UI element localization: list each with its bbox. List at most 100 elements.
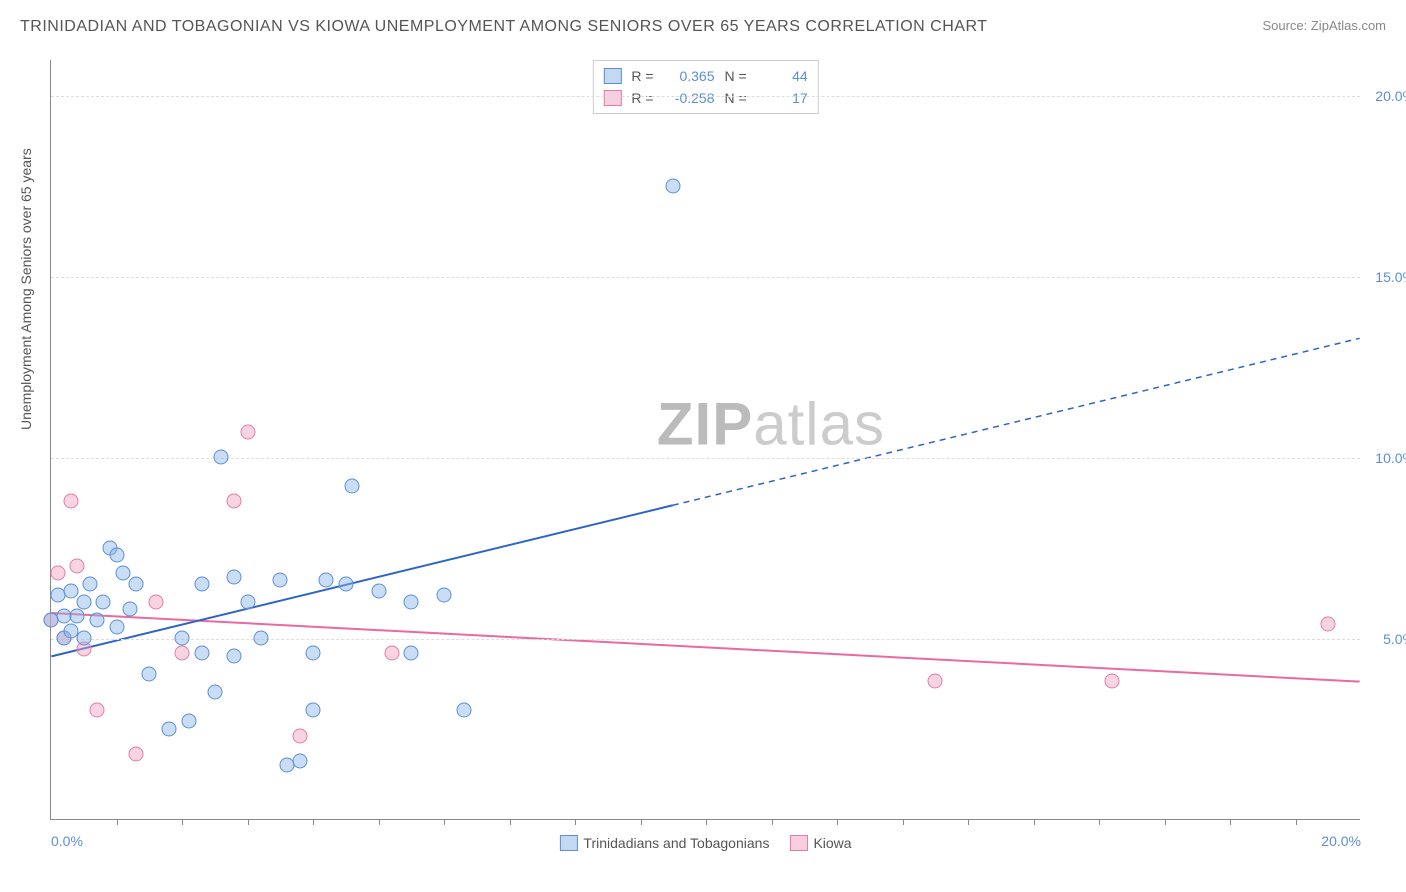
- legend-item-pink: Kiowa: [789, 835, 851, 851]
- data-point-blue: [338, 576, 353, 591]
- y-tick-label: 15.0%: [1365, 269, 1406, 285]
- x-tick-label: 20.0%: [1321, 833, 1361, 849]
- x-tick-mark: [1296, 819, 1297, 825]
- n-label-2: N =: [725, 87, 747, 109]
- x-tick-mark: [1230, 819, 1231, 825]
- gridline: [51, 458, 1360, 459]
- data-point-blue: [306, 645, 321, 660]
- y-axis-title: Unemployment Among Seniors over 65 years: [18, 148, 34, 430]
- x-tick-mark: [772, 819, 773, 825]
- x-tick-mark: [117, 819, 118, 825]
- stats-row-blue: R = 0.365 N = 44: [603, 65, 807, 87]
- data-point-blue: [319, 573, 334, 588]
- data-point-blue: [70, 609, 85, 624]
- data-point-pink: [292, 728, 307, 743]
- data-point-blue: [345, 479, 360, 494]
- data-point-pink: [89, 703, 104, 718]
- trend-lines: [51, 60, 1360, 819]
- data-point-blue: [306, 703, 321, 718]
- gridline: [51, 277, 1360, 278]
- data-point-blue: [437, 587, 452, 602]
- y-tick-label: 5.0%: [1365, 631, 1406, 647]
- y-tick-label: 20.0%: [1365, 88, 1406, 104]
- x-tick-mark: [968, 819, 969, 825]
- data-point-blue: [89, 612, 104, 627]
- x-tick-mark: [510, 819, 511, 825]
- x-tick-mark: [837, 819, 838, 825]
- legend-label-blue: Trinidadians and Tobagonians: [583, 835, 769, 851]
- data-point-blue: [109, 547, 124, 562]
- bottom-legend: Trinidadians and Tobagonians Kiowa: [559, 835, 851, 851]
- data-point-blue: [404, 594, 419, 609]
- x-tick-mark: [248, 819, 249, 825]
- data-point-blue: [63, 584, 78, 599]
- x-tick-mark: [706, 819, 707, 825]
- data-point-pink: [129, 746, 144, 761]
- data-point-pink: [240, 424, 255, 439]
- x-tick-mark: [379, 819, 380, 825]
- stats-row-pink: R = -0.258 N = 17: [603, 87, 807, 109]
- n-value-pink: 17: [753, 87, 808, 109]
- data-point-blue: [666, 178, 681, 193]
- data-point-blue: [76, 594, 91, 609]
- r-value-pink: -0.258: [660, 87, 715, 109]
- r-label-2: R =: [631, 87, 653, 109]
- n-value-blue: 44: [753, 65, 808, 87]
- x-tick-mark: [313, 819, 314, 825]
- data-point-pink: [928, 674, 943, 689]
- data-point-blue: [96, 594, 111, 609]
- x-tick-mark: [575, 819, 576, 825]
- data-point-pink: [1105, 674, 1120, 689]
- data-point-blue: [371, 584, 386, 599]
- data-point-blue: [207, 685, 222, 700]
- data-point-blue: [240, 594, 255, 609]
- swatch-blue-icon: [603, 68, 621, 84]
- data-point-pink: [148, 594, 163, 609]
- data-point-blue: [129, 576, 144, 591]
- legend-swatch-blue-icon: [559, 835, 577, 851]
- watermark: ZIPatlas: [657, 390, 885, 459]
- n-label: N =: [725, 65, 747, 87]
- data-point-blue: [456, 703, 471, 718]
- data-point-blue: [214, 450, 229, 465]
- data-point-pink: [384, 645, 399, 660]
- chart-title: TRINIDADIAN AND TOBAGONIAN VS KIOWA UNEM…: [20, 18, 987, 35]
- data-point-pink: [70, 558, 85, 573]
- source-label: Source: ZipAtlas.com: [1262, 18, 1386, 33]
- data-point-pink: [1321, 616, 1336, 631]
- gridline: [51, 96, 1360, 97]
- data-point-blue: [227, 649, 242, 664]
- plot-area: ZIPatlas R = 0.365 N = 44 R = -0.258 N =…: [50, 60, 1360, 820]
- legend-swatch-pink-icon: [789, 835, 807, 851]
- data-point-blue: [83, 576, 98, 591]
- title-bar: TRINIDADIAN AND TOBAGONIAN VS KIOWA UNEM…: [20, 18, 1386, 46]
- data-point-blue: [142, 667, 157, 682]
- swatch-pink-icon: [603, 90, 621, 106]
- data-point-blue: [253, 631, 268, 646]
- trend-line: [51, 505, 672, 656]
- legend-item-blue: Trinidadians and Tobagonians: [559, 835, 769, 851]
- x-tick-mark: [1165, 819, 1166, 825]
- data-point-blue: [116, 565, 131, 580]
- x-tick-mark: [182, 819, 183, 825]
- x-tick-mark: [1099, 819, 1100, 825]
- x-tick-mark: [1034, 819, 1035, 825]
- x-tick-mark: [903, 819, 904, 825]
- data-point-blue: [161, 721, 176, 736]
- legend-label-pink: Kiowa: [813, 835, 851, 851]
- trend-line: [51, 613, 1359, 682]
- r-value-blue: 0.365: [660, 65, 715, 87]
- data-point-blue: [227, 569, 242, 584]
- data-point-blue: [109, 620, 124, 635]
- data-point-blue: [194, 576, 209, 591]
- data-point-pink: [63, 493, 78, 508]
- data-point-blue: [122, 602, 137, 617]
- data-point-blue: [194, 645, 209, 660]
- stats-box: R = 0.365 N = 44 R = -0.258 N = 17: [592, 60, 818, 114]
- x-tick-mark: [444, 819, 445, 825]
- data-point-blue: [181, 714, 196, 729]
- gridline: [51, 639, 1360, 640]
- x-tick-mark: [641, 819, 642, 825]
- data-point-pink: [227, 493, 242, 508]
- data-point-pink: [50, 565, 65, 580]
